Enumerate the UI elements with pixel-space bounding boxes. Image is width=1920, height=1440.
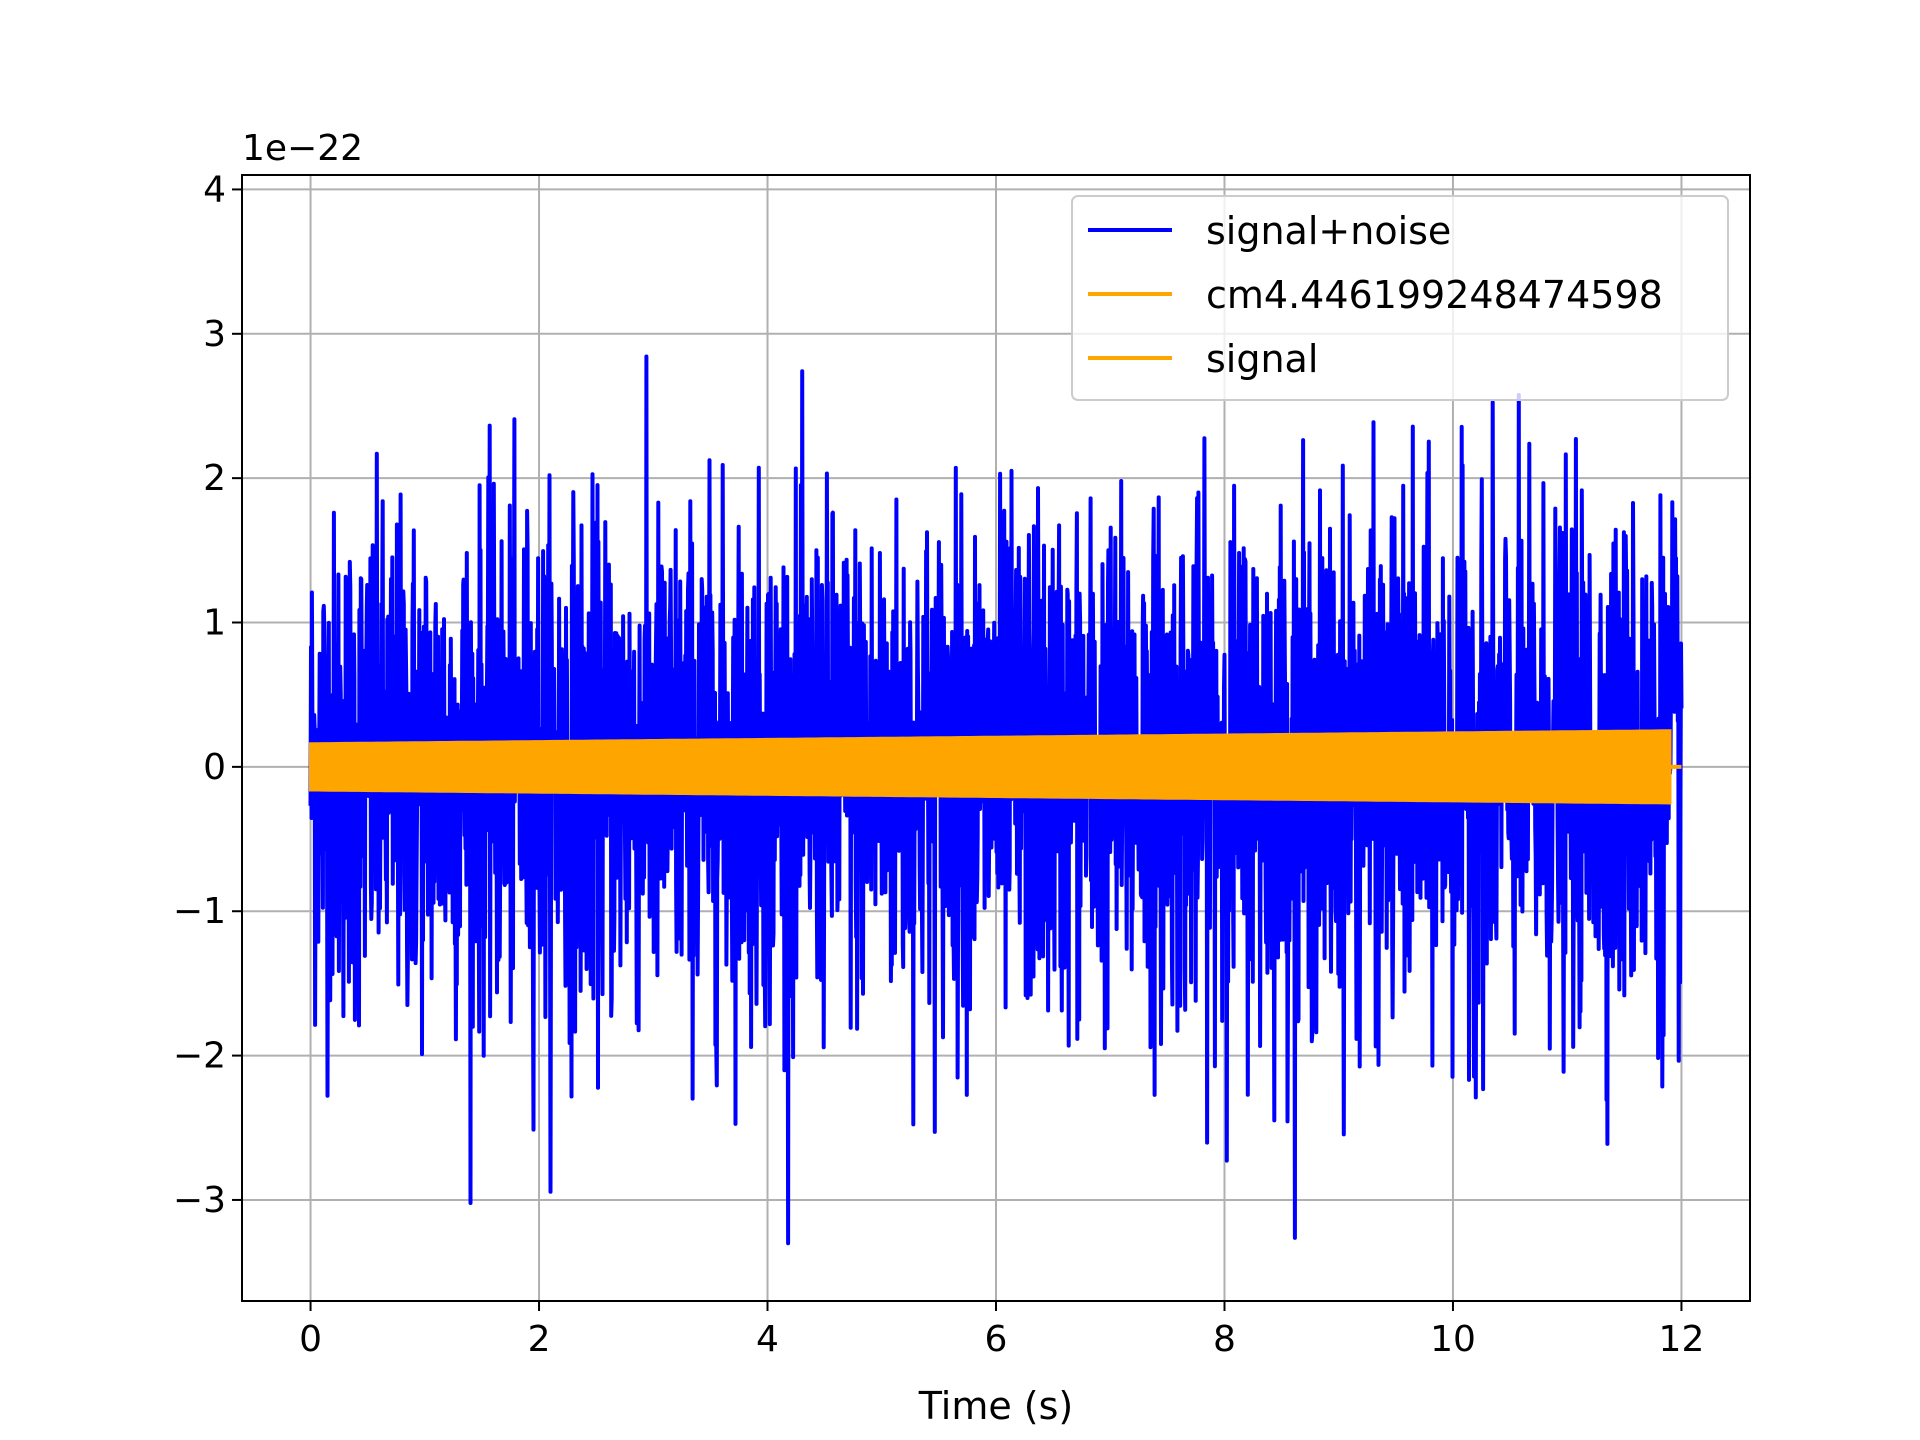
legend-entry-signal: signal bbox=[1206, 337, 1318, 381]
y-axis: −3 −2 −1 0 1 2 3 4 bbox=[173, 169, 242, 1221]
legend-box bbox=[1071, 195, 1729, 401]
x-tick-label: 10 bbox=[1430, 1319, 1476, 1360]
y-tick-label: 1 bbox=[203, 603, 226, 644]
x-tick-label: 6 bbox=[985, 1319, 1008, 1360]
x-tick-label: 2 bbox=[528, 1319, 551, 1360]
legend: signal+noise cm4.446199248474598 signal bbox=[1071, 195, 1729, 401]
plot-series bbox=[308, 354, 1684, 1246]
y-tick-label: 3 bbox=[203, 314, 226, 355]
x-tick-label: 4 bbox=[756, 1319, 779, 1360]
y-tick-label: −3 bbox=[173, 1180, 226, 1221]
x-tick-label: 0 bbox=[299, 1319, 322, 1360]
x-axis-label: Time (s) bbox=[918, 1384, 1074, 1428]
legend-entry-cm: cm4.446199248474598 bbox=[1206, 273, 1663, 317]
legend-entry-signal-noise: signal+noise bbox=[1206, 209, 1451, 253]
y-tick-label: 0 bbox=[203, 747, 226, 788]
y-tick-label: 4 bbox=[203, 169, 226, 210]
y-tick-label: −2 bbox=[173, 1036, 226, 1077]
y-tick-label: −1 bbox=[173, 891, 226, 932]
y-tick-label: 2 bbox=[203, 458, 226, 499]
x-axis: 0 2 4 6 8 10 12 bbox=[299, 1301, 1704, 1360]
y-offset-label: 1e−22 bbox=[242, 128, 363, 169]
x-tick-label: 8 bbox=[1213, 1319, 1236, 1360]
x-tick-label: 12 bbox=[1659, 1319, 1705, 1360]
